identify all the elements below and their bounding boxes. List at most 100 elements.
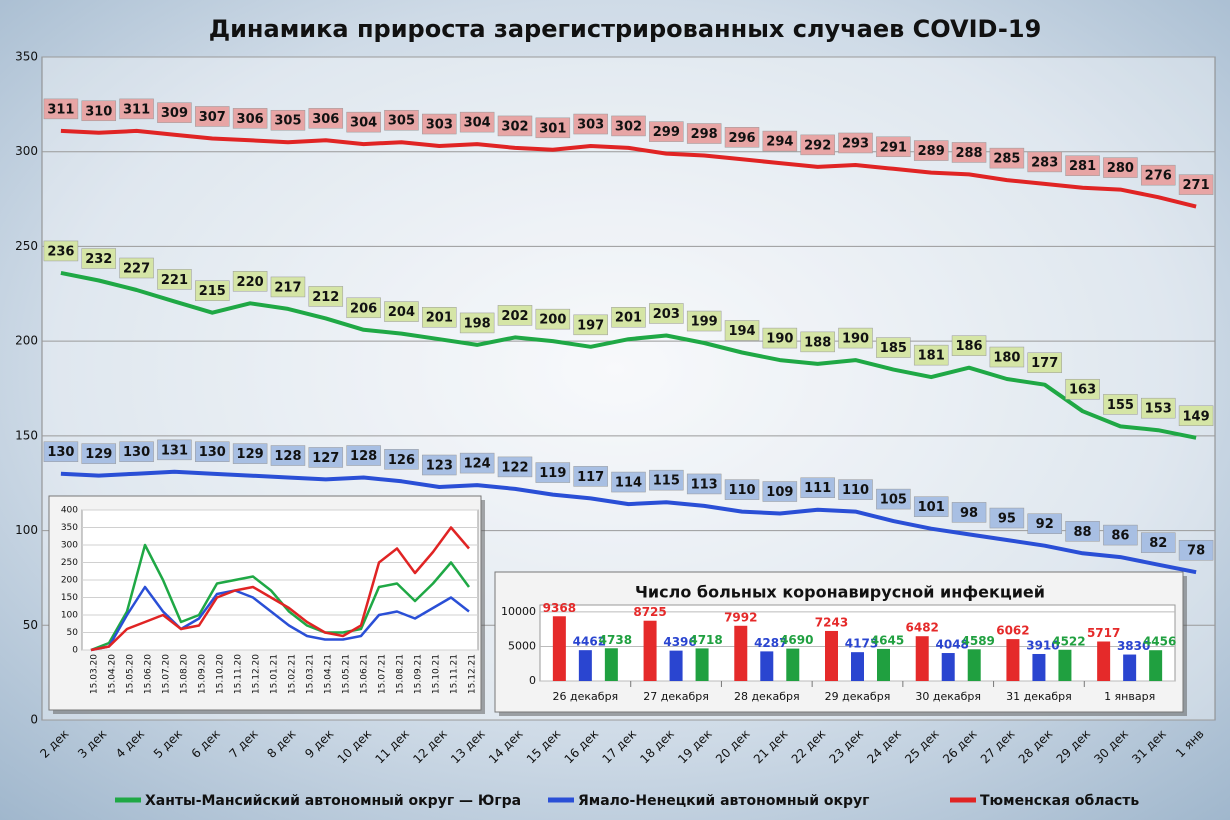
data-label-box: [497, 305, 533, 326]
data-label: 296: [728, 131, 755, 146]
data-label: 186: [955, 339, 982, 354]
data-label: 194: [728, 324, 755, 339]
data-label-box: [535, 117, 571, 139]
data-label: 110: [842, 483, 869, 498]
data-label: 215: [199, 284, 226, 299]
y-tick-label: 0: [72, 646, 78, 656]
data-label: 301: [539, 121, 566, 136]
bar: [786, 648, 800, 681]
x-tick-label: 28 декабря: [734, 690, 800, 703]
data-label: 293: [842, 136, 869, 151]
data-label-box: [1027, 151, 1062, 173]
data-label-box: [724, 320, 760, 341]
data-label-box: [81, 248, 117, 269]
data-label-box: [724, 127, 760, 148]
data-label: 122: [501, 460, 528, 475]
data-label: 310: [85, 104, 112, 119]
inset-title: Число больных коронавирусной инфекцией: [635, 583, 1045, 602]
data-label: 163: [1069, 383, 1096, 398]
data-label-box: [232, 443, 268, 464]
x-tick-label: 15.06.20: [144, 654, 154, 694]
data-label: 198: [464, 316, 491, 331]
data-label-box: [535, 308, 571, 330]
data-label-box: [1103, 394, 1138, 415]
y-tick-label: 50: [23, 618, 38, 632]
data-label-box: [951, 142, 987, 163]
series-line: [60, 469, 1197, 575]
data-label: 292: [804, 138, 831, 153]
data-label: 281: [1069, 159, 1096, 174]
data-label: 303: [577, 118, 604, 133]
data-label: 306: [237, 112, 264, 127]
data-label: 221: [161, 273, 188, 288]
data-label: 271: [1183, 178, 1210, 193]
data-label: 130: [47, 445, 74, 460]
x-tick-label: 15.07.20: [162, 654, 172, 694]
data-label-box: [459, 111, 495, 133]
data-label: 8725: [633, 605, 666, 619]
data-label: 78: [1187, 544, 1205, 559]
data-label-box: [459, 452, 495, 474]
data-label: 111: [804, 481, 831, 496]
data-label-box: [308, 286, 344, 307]
data-label: 128: [350, 449, 377, 464]
data-label: 117: [577, 470, 604, 485]
data-label: 113: [691, 477, 718, 492]
data-label-box: [308, 447, 344, 468]
data-label: 110: [728, 483, 755, 498]
bar: [1149, 650, 1163, 681]
bar: [941, 653, 955, 681]
data-label-box: [876, 337, 911, 358]
data-label: 92: [1036, 517, 1054, 532]
bar: [851, 652, 864, 681]
data-label-box: [497, 456, 533, 478]
data-label: 305: [274, 114, 301, 129]
data-label: 311: [47, 102, 74, 117]
data-label: 199: [691, 315, 718, 330]
y-tick-label: 10000: [501, 605, 536, 618]
x-tick-label: 15.11.21: [450, 654, 460, 694]
data-label-box: [951, 335, 987, 356]
data-label: 82: [1149, 536, 1167, 551]
data-label-box: [762, 481, 798, 502]
x-tick-label: 15.03.21: [306, 654, 316, 694]
chart-title: Динамика прироста зарегистрированных слу…: [209, 15, 1042, 43]
data-label: 304: [350, 116, 377, 131]
bar: [1097, 641, 1111, 681]
data-label: 180: [993, 351, 1020, 366]
data-label: 127: [312, 451, 339, 466]
data-label: 201: [615, 311, 642, 326]
data-label-box: [232, 271, 268, 292]
y-tick-label: 100: [15, 523, 38, 537]
data-label: 109: [766, 485, 793, 500]
data-label-box: [913, 140, 949, 161]
data-label: 155: [1107, 398, 1134, 413]
data-label-box: [1140, 532, 1176, 553]
data-label: 4738: [599, 633, 632, 647]
data-label-box: [384, 301, 419, 322]
data-label: 3830: [1117, 639, 1150, 653]
data-label-box: [649, 303, 684, 324]
data-label: 200: [539, 313, 566, 328]
y-tick-label: 250: [61, 558, 78, 568]
data-label-box: [384, 109, 419, 131]
data-label: 4396: [663, 635, 696, 649]
data-label: 126: [388, 453, 415, 468]
data-label: 306: [312, 112, 339, 127]
data-label: 88: [1074, 525, 1092, 540]
y-tick-label: 200: [61, 576, 78, 586]
data-label-box: [913, 496, 949, 517]
data-label: 149: [1183, 409, 1210, 424]
data-label: 307: [199, 110, 226, 125]
data-label-box: [422, 454, 457, 476]
data-label-box: [1178, 405, 1214, 427]
bar: [1123, 654, 1137, 681]
x-tick-label: 15.10.21: [432, 654, 442, 694]
data-label: 4456: [1143, 635, 1176, 649]
x-tick-label: 15.04.20: [108, 654, 118, 694]
data-label-box: [157, 439, 192, 461]
bar: [734, 625, 748, 681]
series-line: [60, 128, 1197, 209]
x-tick-label: 15.05.21: [342, 654, 352, 694]
